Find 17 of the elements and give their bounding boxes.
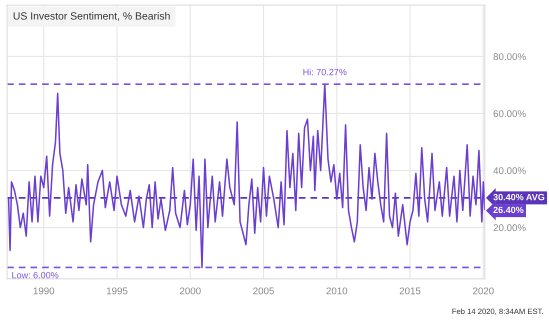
x-tick-label: 1995 bbox=[106, 287, 128, 294]
x-tick-label: 1990 bbox=[34, 287, 54, 294]
y-tick-label: 60.00% bbox=[494, 110, 526, 118]
x-tick-label: 2005 bbox=[253, 287, 274, 294]
text: US Investor Sentiment, % Bearish bbox=[14, 12, 170, 21]
x-tick-label: 2010 bbox=[326, 287, 348, 294]
x-tick-label: 2015 bbox=[400, 287, 420, 294]
x-tick-label: 2000 bbox=[180, 287, 201, 294]
x-tick-label: 2020 bbox=[472, 287, 494, 294]
ref-line-label: Low: 6.00% bbox=[12, 272, 58, 278]
y-tick-label: 20.00% bbox=[494, 224, 526, 232]
y-tick-label: 80.00% bbox=[494, 53, 526, 60]
line-series bbox=[8, 83, 485, 268]
ref-line-label: Hi: 70.27% bbox=[303, 68, 347, 76]
y-tick-label: 40.00% bbox=[493, 167, 526, 174]
annotation: 26.40% bbox=[493, 206, 524, 214]
ref-line-label: 30.40% AVG bbox=[493, 194, 544, 200]
